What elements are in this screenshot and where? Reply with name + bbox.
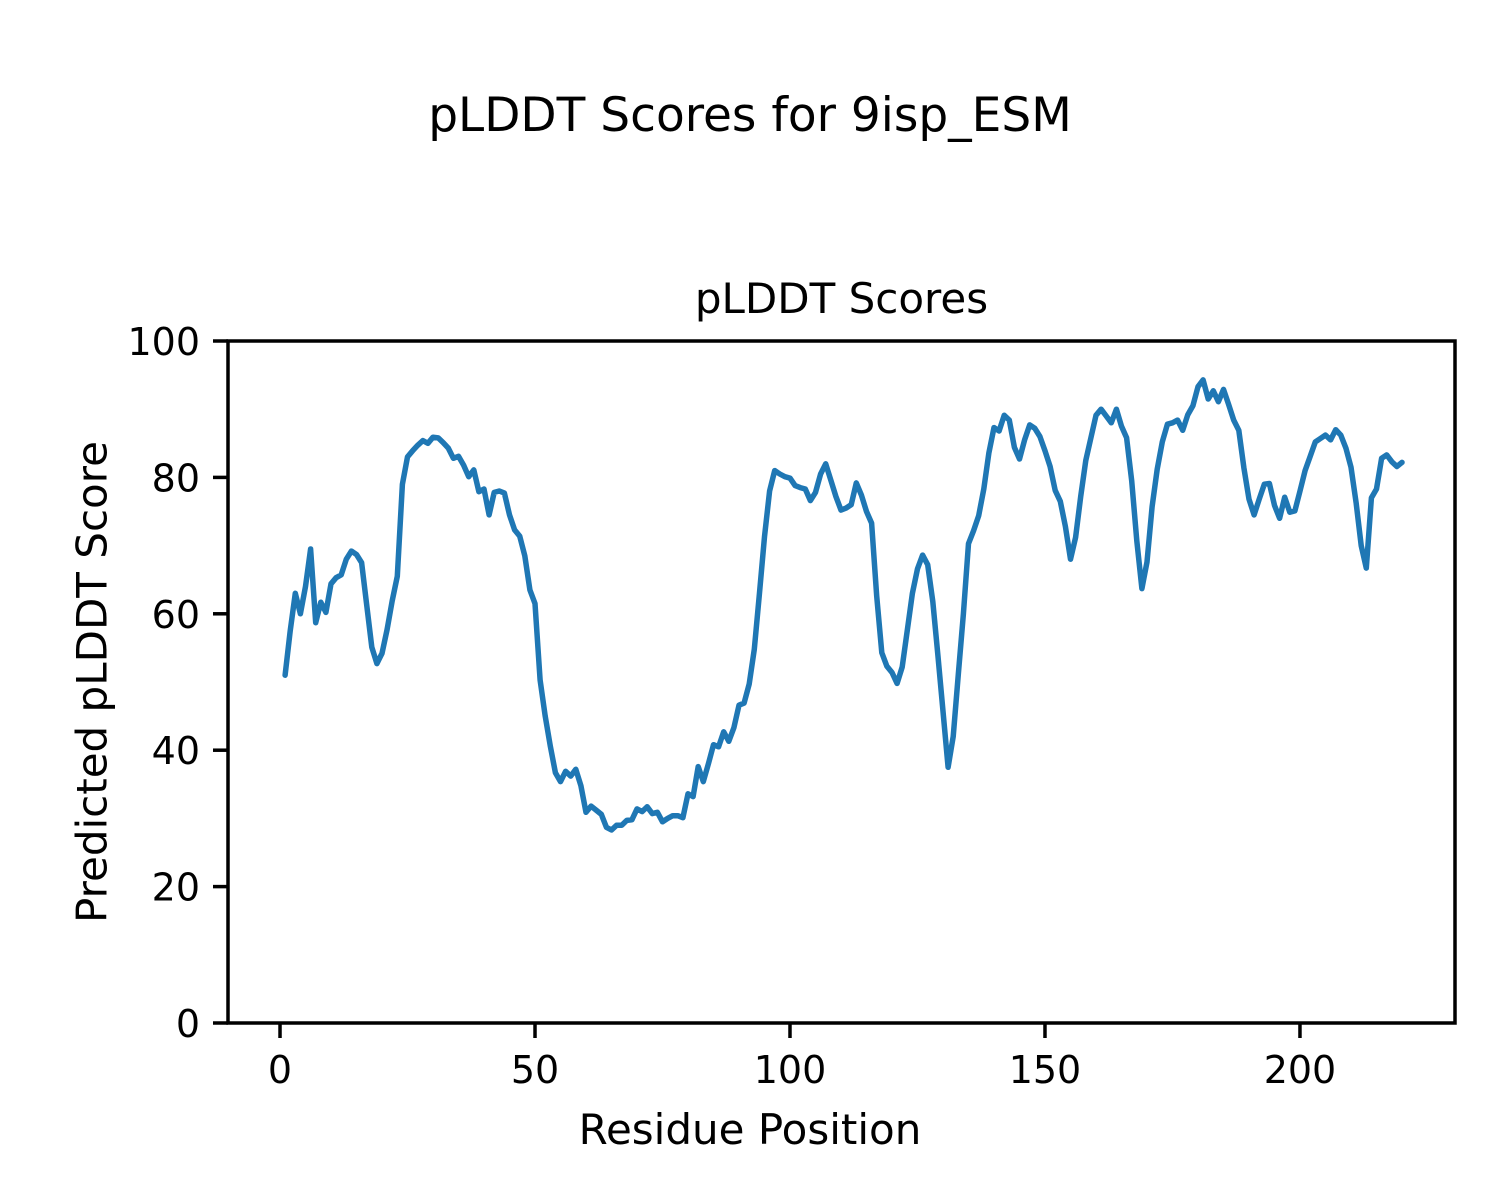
plddt-line (282, 377, 1405, 833)
x-ticks: 0 50 100 150 200 (268, 1023, 1336, 1092)
y-tick-label: 60 (152, 593, 200, 637)
axes-title: pLDDT Scores (694, 274, 989, 323)
plddt-line-series (282, 377, 1405, 833)
x-tick-label: 100 (754, 1048, 827, 1092)
y-tick-label: 20 (152, 866, 200, 910)
figure-title: pLDDT Scores for 9isp_ESM (428, 88, 1072, 143)
x-tick-label: 0 (268, 1048, 292, 1092)
x-axis-label: Residue Position (578, 1105, 922, 1154)
y-tick-label: 100 (127, 320, 200, 364)
x-tick-label: 200 (1264, 1048, 1337, 1092)
plot-frame (226, 339, 1457, 1025)
x-tick-label: 50 (511, 1048, 559, 1092)
y-tick-label: 80 (152, 456, 200, 500)
x-tick-label: 150 (1009, 1048, 1082, 1092)
y-ticks: 0 20 40 60 80 100 (127, 320, 228, 1046)
y-tick-label: 0 (176, 1002, 200, 1046)
y-tick-label: 40 (152, 729, 200, 773)
